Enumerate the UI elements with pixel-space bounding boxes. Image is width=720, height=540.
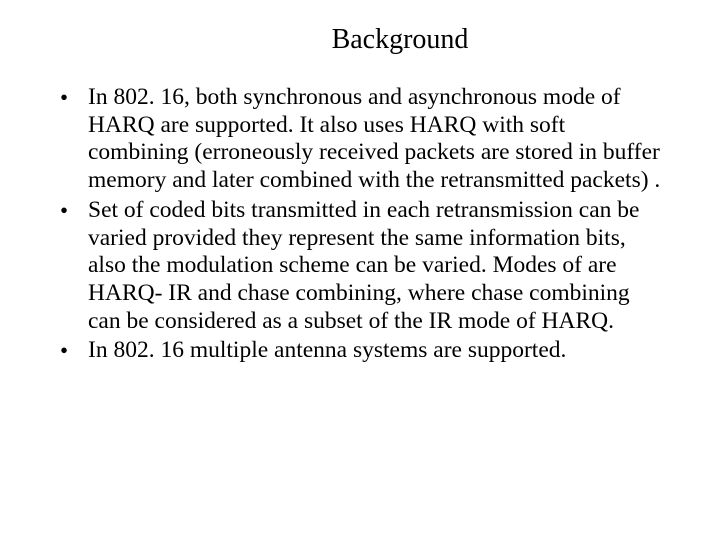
- bullet-item: Set of coded bits transmitted in each re…: [52, 197, 668, 336]
- bullet-item: In 802. 16 multiple antenna systems are …: [52, 337, 668, 365]
- bullet-item: In 802. 16, both synchronous and asynchr…: [52, 84, 668, 195]
- bullet-list: In 802. 16, both synchronous and asynchr…: [52, 84, 668, 365]
- slide: Background In 802. 16, both synchronous …: [0, 0, 720, 540]
- slide-title: Background: [52, 24, 668, 56]
